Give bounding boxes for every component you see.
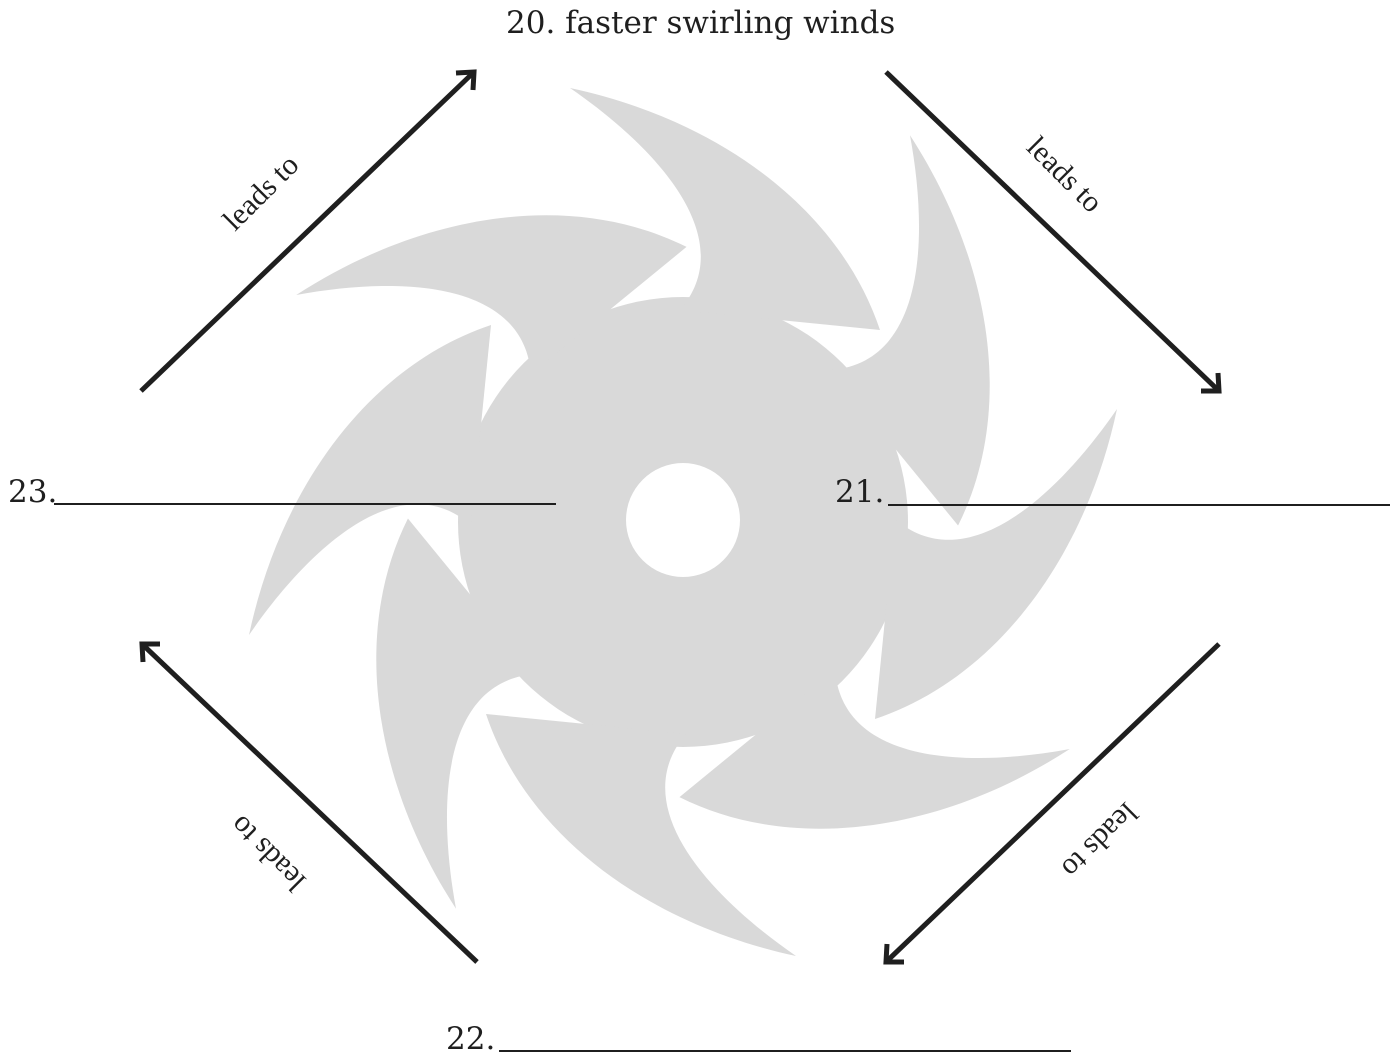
arrow-top-right xyxy=(884,70,1222,394)
item-21-blank xyxy=(888,504,1390,506)
item-21-label: 21. xyxy=(835,474,885,510)
arrow-top-left xyxy=(139,69,477,393)
item-22-label: 22. xyxy=(446,1021,496,1057)
item-23-blank xyxy=(54,503,556,505)
item-22-blank xyxy=(499,1050,1071,1052)
item-23-label: 23. xyxy=(8,474,58,510)
arrow-bottom-right xyxy=(883,642,1221,965)
item-20-label: 20. faster swirling winds xyxy=(506,5,896,41)
arrow-bottom-left xyxy=(139,641,479,964)
